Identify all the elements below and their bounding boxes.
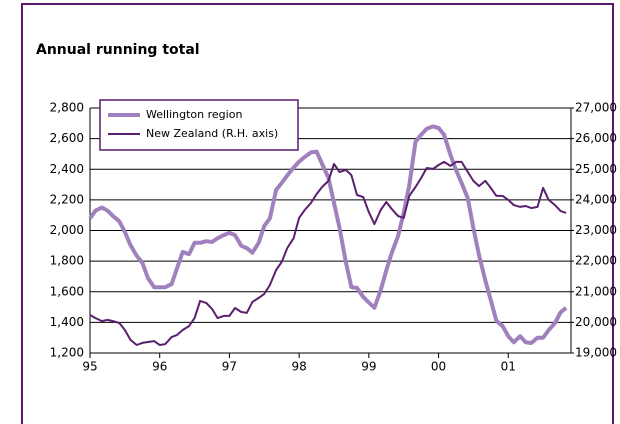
y2-tick-label: 22,000	[575, 254, 617, 268]
legend-box	[99, 99, 299, 151]
y-tick-label: 2,000	[50, 223, 84, 237]
legend-label: Wellington region	[146, 108, 242, 121]
x-tick-label: 98	[291, 360, 306, 374]
y-tick-label: 2,600	[50, 131, 84, 145]
y2-tick-label: 26,000	[575, 131, 617, 145]
y-tick-label: 2,800	[50, 101, 84, 115]
legend-label: New Zealand (R.H. axis)	[146, 127, 278, 140]
y2-tick-label: 25,000	[575, 162, 617, 176]
y2-tick-label: 24,000	[575, 192, 617, 206]
frame	[21, 3, 614, 424]
x-tick-label: 00	[431, 360, 446, 374]
x-tick-label: 97	[222, 360, 237, 374]
y-tick-label: 1,400	[50, 315, 84, 329]
y2-tick-label: 21,000	[575, 284, 617, 298]
y-tick-label: 2,400	[50, 162, 84, 176]
x-tick-label: 95	[82, 360, 97, 374]
series-line	[88, 124, 568, 345]
y-tick-label: 2,200	[50, 192, 84, 206]
y2-tick-label: 19,000	[575, 346, 617, 360]
y-tick-label: 1,200	[50, 346, 84, 360]
x-tick-label: 01	[501, 360, 516, 374]
y-tick-label: 1,800	[50, 254, 84, 268]
series-line	[89, 160, 567, 346]
y2-tick-label: 23,000	[575, 223, 617, 237]
y2-tick-label: 20,000	[575, 315, 617, 329]
x-tick-label: 96	[152, 360, 167, 374]
chart-subtitle: Annual running total	[36, 42, 200, 58]
y2-tick-label: 27,000	[575, 101, 617, 115]
x-tick-label: 99	[361, 360, 376, 374]
y-tick-label: 1,600	[50, 284, 84, 298]
